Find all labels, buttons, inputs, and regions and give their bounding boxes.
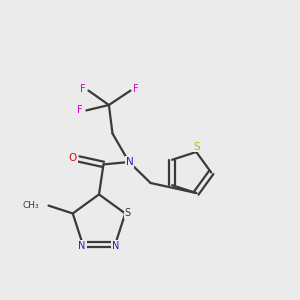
Text: O: O [69,152,77,163]
Text: S: S [194,142,200,152]
Text: N: N [79,241,86,251]
Text: F: F [133,84,139,94]
Text: F: F [80,84,86,94]
Text: CH₃: CH₃ [22,201,39,210]
Text: S: S [124,208,131,218]
Text: N: N [112,241,119,251]
Text: N: N [126,157,134,167]
Text: F: F [77,105,83,116]
